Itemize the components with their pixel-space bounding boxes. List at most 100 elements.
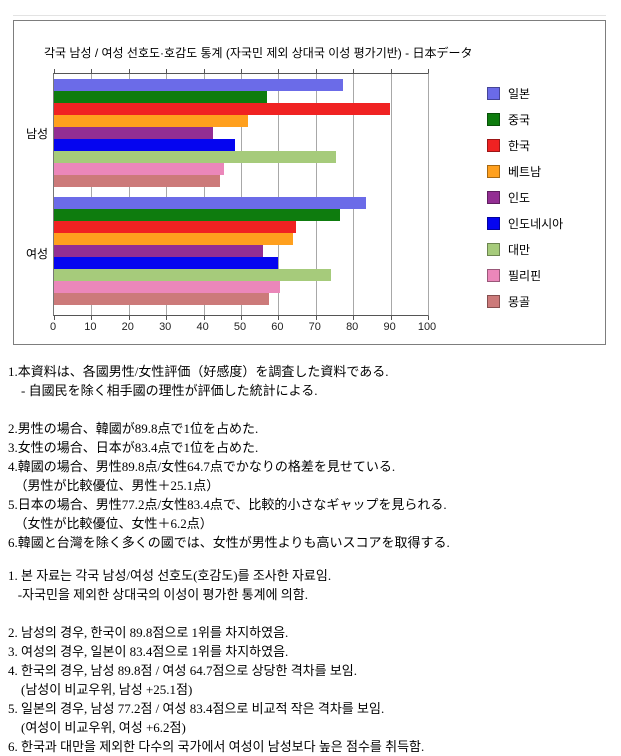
note-line: -자국민을 제외한 상대국의 이성이 평가한 통계에 의함.	[8, 587, 308, 602]
legend-item: 필리핀	[487, 262, 563, 288]
axis-tick	[278, 316, 280, 320]
bar	[54, 233, 294, 245]
note-line: 6.韓國と台灣を除く多くの國では、女性が男性よりも高いスコアを取得する.	[8, 535, 450, 550]
y-category-label-male: 남성	[26, 127, 49, 141]
note-line: 6. 한국과 대만을 제외한 다수의 국가에서 여성이 남성보다 높은 점수를 …	[8, 739, 425, 754]
bar	[54, 293, 270, 305]
legend-label: 중국	[508, 112, 531, 127]
x-axis-tick-label: 60	[271, 321, 284, 333]
x-axis-tick-label: 30	[159, 321, 172, 333]
x-axis-tick-label: 80	[346, 321, 359, 333]
bar	[54, 115, 249, 127]
axis-tick	[241, 69, 242, 73]
legend-label: 인도	[508, 190, 531, 205]
legend-label: 인도네시아	[508, 216, 564, 231]
note-line: 3. 여성의 경우, 일본이 83.4점으로 1위를 차지하였음.	[8, 644, 289, 659]
legend-color-swatch	[487, 294, 500, 308]
axis-tick	[315, 69, 317, 73]
legend-item: 인도네시아	[487, 210, 563, 236]
note-line: 1.本資料は、各國男性/女性評価（好感度）を調査した資料である.	[8, 364, 389, 379]
chart-frame: 각국 남성 / 여성 선호도·호감도 통계 (자국민 제외 상대국 이성 평가기…	[13, 20, 606, 345]
axis-tick	[315, 316, 317, 320]
note-line	[8, 604, 424, 623]
note-line: 1. 본 자료는 각국 남성/여성 선호도(호감도)를 조사한 자료임.	[8, 568, 332, 583]
note-line: 2. 남성의 경우, 한국이 89.8점으로 1위를 차지하였음.	[8, 625, 289, 640]
bar	[54, 79, 343, 91]
gridline	[278, 74, 280, 315]
axis-tick	[390, 316, 392, 320]
axis-tick	[166, 316, 168, 320]
x-axis-tick-label: 0	[49, 321, 57, 333]
axis-tick	[91, 316, 93, 320]
legend-label: 대만	[508, 242, 531, 257]
x-axis-tick-labels: 0 10 20 30 40 50 60 70 80 90 100	[49, 321, 436, 335]
note-line: 2.男性の場合、韓國が89.8点で1位を占めた.	[8, 421, 259, 436]
x-axis-tick-label: 90	[383, 321, 396, 333]
bar	[54, 281, 281, 293]
chart-title: 각국 남성 / 여성 선호도·호감도 통계 (자국민 제외 상대국 이성 평가기…	[44, 46, 473, 60]
bar	[54, 197, 366, 209]
legend-color-swatch	[487, 164, 500, 178]
legend-label: 베트남	[508, 164, 542, 179]
gridline	[241, 74, 242, 315]
bar	[54, 221, 296, 233]
notes-korean: 1. 본 자료는 각국 남성/여성 선호도(호감도)를 조사한 자료임. -자국…	[8, 566, 424, 756]
axis-tick	[241, 316, 242, 320]
legend-label: 한국	[508, 138, 531, 153]
legend-color-swatch	[487, 268, 500, 282]
note-line: 4.韓國の場合、男性89.8点/女性64.7点でかなりの格差を見せている.	[8, 459, 396, 474]
legend-color-swatch	[487, 216, 500, 230]
legend-item: 몽골	[487, 288, 563, 314]
axis-tick	[428, 69, 429, 73]
gridline	[390, 74, 392, 315]
gridline	[128, 74, 130, 315]
bar	[54, 91, 268, 103]
x-axis-tick-label: 70	[308, 321, 321, 333]
axis-tick	[54, 316, 55, 320]
axis-tick	[203, 69, 205, 73]
legend-color-swatch	[487, 112, 500, 126]
x-axis-tick-label: 20	[121, 321, 134, 333]
bar	[54, 245, 264, 257]
legend-item: 일본	[487, 80, 563, 106]
axis-tick	[390, 69, 392, 73]
note-line: - 自國民を除く相手國の理性が評価した統計による.	[8, 383, 318, 398]
note-line: (여성이 비교우위, 여성 +6.2점)	[8, 720, 186, 735]
axis-tick	[278, 69, 280, 73]
x-axis-tick-label: 50	[233, 321, 247, 333]
bar	[54, 257, 279, 269]
bar	[54, 151, 337, 163]
legend-color-swatch	[487, 86, 500, 100]
plot-area	[53, 69, 429, 320]
legend-item: 중국	[487, 106, 563, 132]
axis-tick	[54, 69, 55, 73]
axis-tick	[353, 316, 355, 320]
note-line: 3.女性の場合、日本が83.4点で1位を占めた.	[8, 440, 259, 455]
axis-tick	[428, 316, 429, 320]
gridline	[203, 74, 205, 315]
note-line: （男性が比較優位、男性＋25.1点）	[8, 478, 220, 493]
axis-tick	[203, 316, 205, 320]
axis-tick	[166, 69, 168, 73]
bar	[54, 139, 236, 151]
axis-tick	[128, 69, 130, 73]
bar	[54, 175, 221, 187]
legend-label: 몽골	[508, 294, 531, 309]
legend-item: 대만	[487, 236, 563, 262]
bar	[54, 127, 213, 139]
axis-tick	[353, 69, 355, 73]
bar	[54, 209, 341, 221]
note-line	[8, 400, 450, 419]
gridline	[166, 74, 168, 315]
gridline	[353, 74, 355, 315]
axis-tick	[128, 316, 130, 320]
note-line: 5. 일본의 경우, 남성 77.2점 / 여성 83.4점으로 비교적 작은 …	[8, 701, 385, 716]
bar-group-여성	[54, 197, 428, 305]
bar	[54, 163, 225, 175]
legend-item: 한국	[487, 132, 563, 158]
gridline	[315, 74, 317, 315]
bar-group-남성	[54, 79, 428, 187]
gridline	[91, 74, 93, 315]
